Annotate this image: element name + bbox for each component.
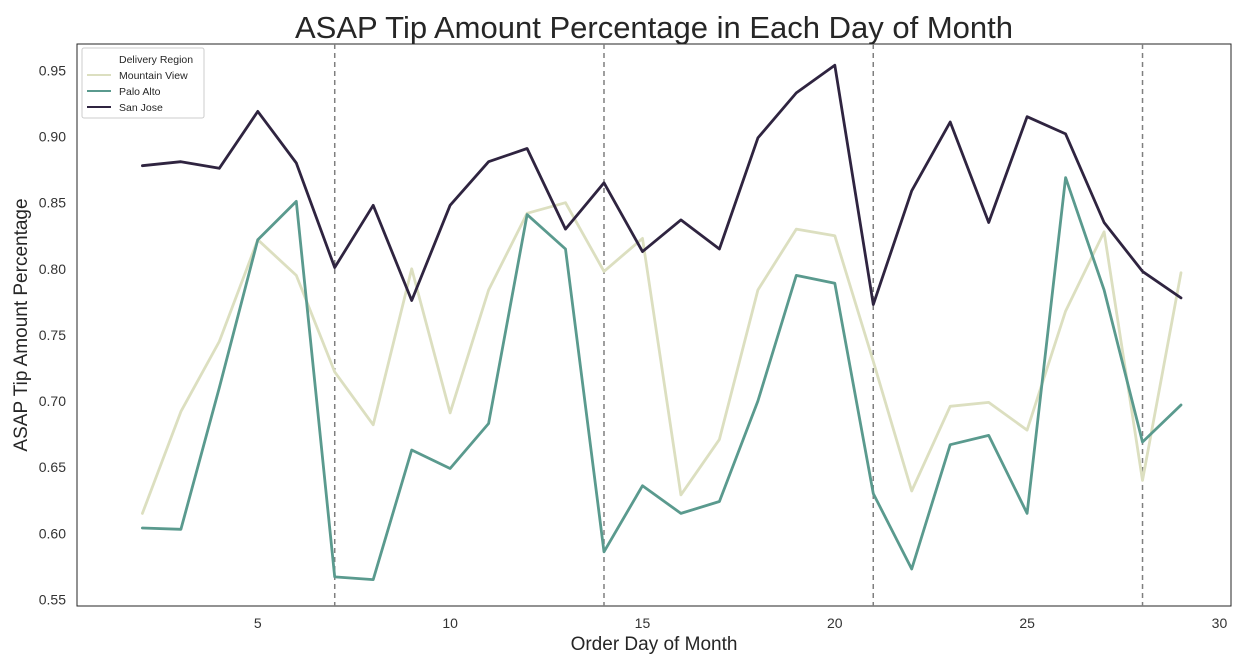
y-tick-label-0-65: 0.65 — [39, 459, 66, 475]
y-axis-title: ASAP Tip Amount Percentage — [11, 198, 32, 451]
x-axis-ticks: 5 10 15 20 25 30 — [254, 615, 1228, 631]
legend: Delivery Region Mountain View Palo Alto … — [81, 47, 205, 119]
series-line-mountain-view — [140, 201, 1183, 515]
y-tick-label-0-85: 0.85 — [39, 195, 66, 211]
x-tick-label-15: 15 — [635, 615, 651, 631]
y-tick-label-0-70: 0.70 — [39, 393, 66, 409]
x-tick-label-10: 10 — [442, 615, 458, 631]
y-tick-label-0-80: 0.80 — [39, 261, 66, 277]
x-tick-label-5: 5 — [254, 615, 262, 631]
y-tick-label-0-90: 0.90 — [39, 129, 66, 145]
series-line-san-jose — [140, 63, 1183, 306]
y-tick-label-0-75: 0.75 — [39, 327, 66, 343]
y-tick-label-0-95: 0.95 — [39, 62, 66, 78]
y-axis-ticks: 0.55 0.60 0.65 0.70 0.75 0.80 0.85 0.90 0.95 — [39, 62, 66, 607]
x-axis-title: Order Day of Month — [571, 634, 738, 655]
series-lines — [140, 63, 1183, 581]
legend-label-san-jose: San Jose — [119, 102, 163, 114]
legend-label-mountain-view: Mountain View — [119, 70, 188, 82]
legend-label-palo-alto: Palo Alto — [119, 86, 161, 98]
x-tick-label-25: 25 — [1019, 615, 1035, 631]
y-tick-label-0-60: 0.60 — [39, 525, 66, 541]
y-tick-label-0-55: 0.55 — [39, 591, 66, 607]
x-tick-label-20: 20 — [827, 615, 843, 631]
series-line-palo-alto — [140, 176, 1183, 581]
vertical-reference-lines — [333, 44, 1144, 606]
plot-frame — [76, 43, 1232, 607]
legend-title: Delivery Region — [119, 54, 193, 66]
chart-title: ASAP Tip Amount Percentage in Each Day o… — [295, 10, 1013, 45]
legend-box — [81, 47, 205, 119]
x-tick-label-30: 30 — [1212, 615, 1228, 631]
